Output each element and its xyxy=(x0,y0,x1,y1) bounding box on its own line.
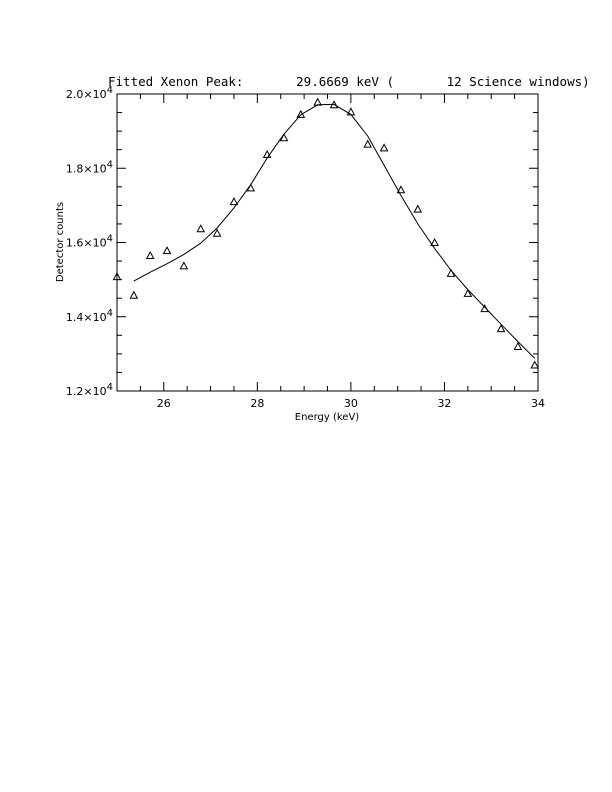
fit-curve xyxy=(133,103,536,359)
plot-frame xyxy=(116,93,539,392)
data-point xyxy=(279,133,289,142)
chart-title: Fitted Xenon Peak: 29.6669 keV ( 12 Scie… xyxy=(108,74,590,89)
y-tick-label: 1.4×104 xyxy=(66,308,113,324)
y-tick-label: 2.0×104 xyxy=(66,85,113,101)
data-point xyxy=(212,228,222,237)
y-tick-label: 1.6×104 xyxy=(66,234,113,250)
data-point xyxy=(363,139,373,148)
y-tick-label: 1.2×104 xyxy=(66,382,113,398)
data-point xyxy=(145,250,155,259)
y-axis: 1.2×104 1.4×104 1.6×104 1.8×104 2.0×104 xyxy=(66,85,538,398)
data-point xyxy=(346,107,356,116)
data-point xyxy=(413,204,423,213)
x-tick-label: 26 xyxy=(157,397,171,410)
data-points xyxy=(112,97,540,369)
data-point xyxy=(179,261,189,270)
data-point xyxy=(496,324,506,333)
x-axis-title: Energy (keV) xyxy=(295,412,360,423)
x-tick-label: 34 xyxy=(531,397,545,410)
x-axis: 26 28 30 32 34 xyxy=(116,94,545,410)
data-point xyxy=(296,109,306,118)
data-point xyxy=(446,268,456,277)
data-point xyxy=(162,246,172,255)
data-point xyxy=(396,185,406,194)
data-point xyxy=(430,237,439,246)
data-point xyxy=(229,197,239,206)
data-point xyxy=(379,143,389,152)
data-point xyxy=(313,97,323,106)
data-point xyxy=(112,272,122,281)
data-point xyxy=(530,360,540,369)
data-point xyxy=(329,100,339,109)
data-point xyxy=(262,149,272,159)
data-point xyxy=(480,304,490,313)
data-point xyxy=(129,290,139,299)
x-tick-label: 28 xyxy=(250,397,264,410)
y-axis-title: Detector counts xyxy=(55,202,66,282)
data-point xyxy=(246,183,256,192)
data-point xyxy=(196,224,206,233)
data-point xyxy=(463,288,473,297)
x-tick-label: 30 xyxy=(344,397,358,410)
y-tick-label: 1.8×104 xyxy=(66,159,113,175)
x-tick-label: 32 xyxy=(437,397,451,410)
data-point xyxy=(513,341,523,350)
